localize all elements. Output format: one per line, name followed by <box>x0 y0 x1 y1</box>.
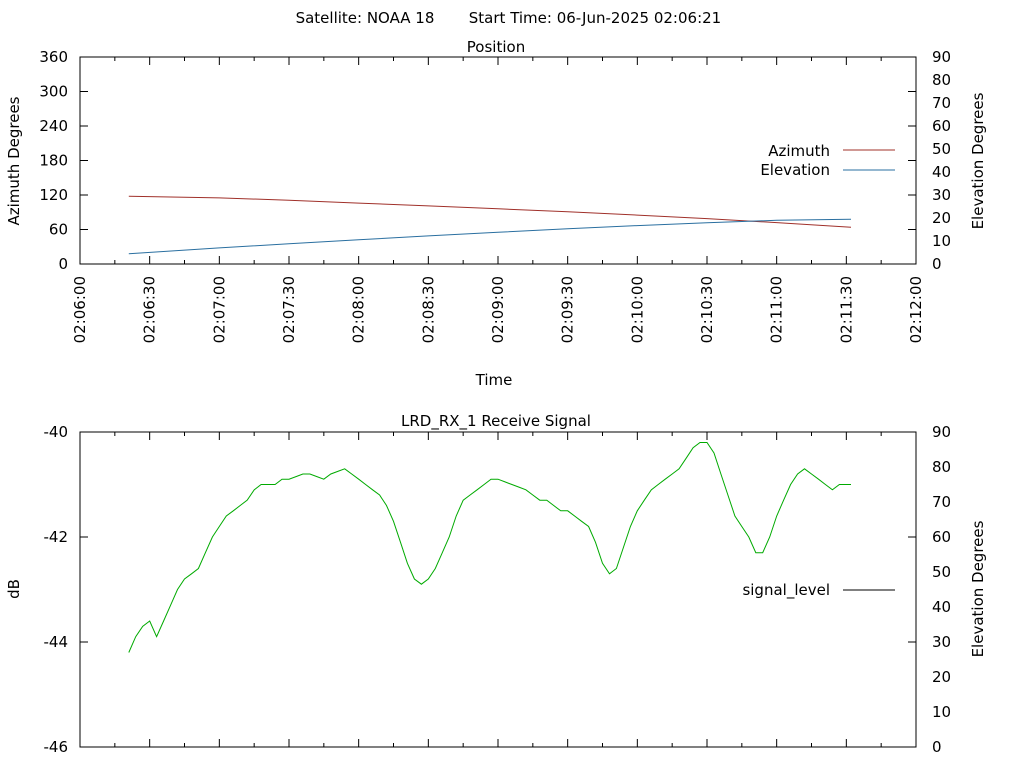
y2-tick-label: 50 <box>932 563 951 581</box>
y-tick-label: -42 <box>44 528 69 546</box>
position-y2-axis-label: Elevation Degrees <box>969 92 987 229</box>
signal-legend: signal_level <box>742 581 895 600</box>
x-tick-label: 02:11:00 <box>768 276 786 343</box>
signal-x-ticks <box>79 432 917 747</box>
y-tick-label: 300 <box>39 83 68 101</box>
position-chart-title: Position <box>467 38 525 56</box>
y-tick-label: 120 <box>39 186 68 204</box>
y2-tick-label: 10 <box>932 703 951 721</box>
signal-series <box>128 442 851 653</box>
position-y2-ticks: 0 10 20 30 40 50 60 70 80 90 <box>932 48 951 273</box>
y2-tick-label: 70 <box>932 94 951 112</box>
y-tick-label: -44 <box>44 633 69 651</box>
position-x-ticks: 02:06:00 02:06:30 02:07:00 02:07:30 02:08:00… <box>71 57 925 343</box>
y2-tick-label: 50 <box>932 140 951 158</box>
y-tick-label: 180 <box>39 152 68 170</box>
x-tick-label: 02:06:00 <box>71 276 89 343</box>
y-tick-label: 360 <box>39 48 68 66</box>
x-tick-label: 02:06:30 <box>141 276 159 343</box>
x-tick-label: 02:09:30 <box>559 276 577 343</box>
x-tick-label: 02:10:00 <box>628 276 646 343</box>
position-y-axis-label: Azimuth Degrees <box>5 96 23 225</box>
signal-y-ticks: -40 -42 -44 -46 <box>44 423 916 756</box>
y2-tick-label: 20 <box>932 209 951 227</box>
position-x-axis-label: Time <box>475 371 513 389</box>
x-tick-label: 02:08:30 <box>419 276 437 343</box>
signal-chart: LRD_RX_1 Receive Signal -40 -42 -44 -46 0 10… <box>5 412 987 756</box>
x-tick-label: 02:12:00 <box>907 276 925 343</box>
legend-label-signal-level: signal_level <box>742 581 830 600</box>
y-tick-label: -46 <box>44 738 69 756</box>
y2-tick-label: 20 <box>932 668 951 686</box>
y2-tick-label: 10 <box>932 232 951 250</box>
position-chart: Position 0 60 120 180 240 300 360 0 10 20 30 40 50 6… <box>5 38 987 389</box>
y2-tick-label: 30 <box>932 186 951 204</box>
y2-tick-label: 80 <box>932 71 951 89</box>
signal-chart-title: LRD_RX_1 Receive Signal <box>401 412 591 431</box>
x-tick-label: 02:11:30 <box>837 276 855 343</box>
y2-tick-label: 30 <box>932 633 951 651</box>
y2-tick-label: 70 <box>932 493 951 511</box>
y-tick-label: 0 <box>58 255 68 273</box>
legend-label-azimuth: Azimuth <box>768 142 830 160</box>
position-series <box>128 195 852 255</box>
series-line-signal-level <box>128 442 851 653</box>
series-line-elevation <box>128 218 852 255</box>
y2-tick-label: 80 <box>932 458 951 476</box>
y-tick-label: 60 <box>49 221 68 239</box>
y-tick-label: -40 <box>44 423 69 441</box>
signal-y-axis-label: dB <box>5 579 23 599</box>
y2-tick-label: 90 <box>932 48 951 66</box>
x-tick-label: 02:07:30 <box>280 276 298 343</box>
x-tick-label: 02:08:00 <box>350 276 368 343</box>
start-time-label: Start Time: 06-Jun-2025 02:06:21 <box>469 9 721 27</box>
y2-tick-label: 90 <box>932 423 951 441</box>
signal-y2-axis-label: Elevation Degrees <box>969 520 987 657</box>
y2-tick-label: 0 <box>932 255 942 273</box>
position-legend: Azimuth Elevation <box>760 142 895 179</box>
position-y-ticks: 0 60 120 180 240 300 360 <box>39 48 916 273</box>
y2-tick-label: 40 <box>932 598 951 616</box>
x-tick-label: 02:09:00 <box>489 276 507 343</box>
satellite-label: Satellite: NOAA 18 <box>296 9 435 27</box>
series-line-azimuth <box>128 195 852 228</box>
y2-tick-label: 0 <box>932 738 942 756</box>
y2-tick-label: 40 <box>932 163 951 181</box>
y-tick-label: 240 <box>39 117 68 135</box>
legend-label-elevation: Elevation <box>760 161 830 179</box>
x-tick-label: 02:10:30 <box>698 276 716 343</box>
signal-y2-ticks: 0 10 20 30 40 50 60 70 80 90 <box>932 423 951 756</box>
y2-tick-label: 60 <box>932 528 951 546</box>
y2-tick-label: 60 <box>932 117 951 135</box>
x-tick-label: 02:07:00 <box>210 276 228 343</box>
